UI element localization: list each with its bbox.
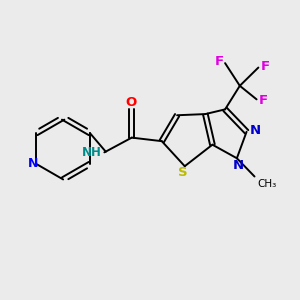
Text: N: N [233, 159, 244, 172]
Text: S: S [178, 166, 188, 179]
Text: CH₃: CH₃ [257, 179, 277, 189]
Text: NH: NH [82, 146, 102, 159]
Text: N: N [28, 158, 38, 170]
Text: F: F [259, 94, 268, 107]
Text: N: N [249, 124, 260, 137]
Text: F: F [260, 60, 269, 73]
Text: F: F [214, 55, 224, 68]
Text: O: O [125, 96, 137, 110]
